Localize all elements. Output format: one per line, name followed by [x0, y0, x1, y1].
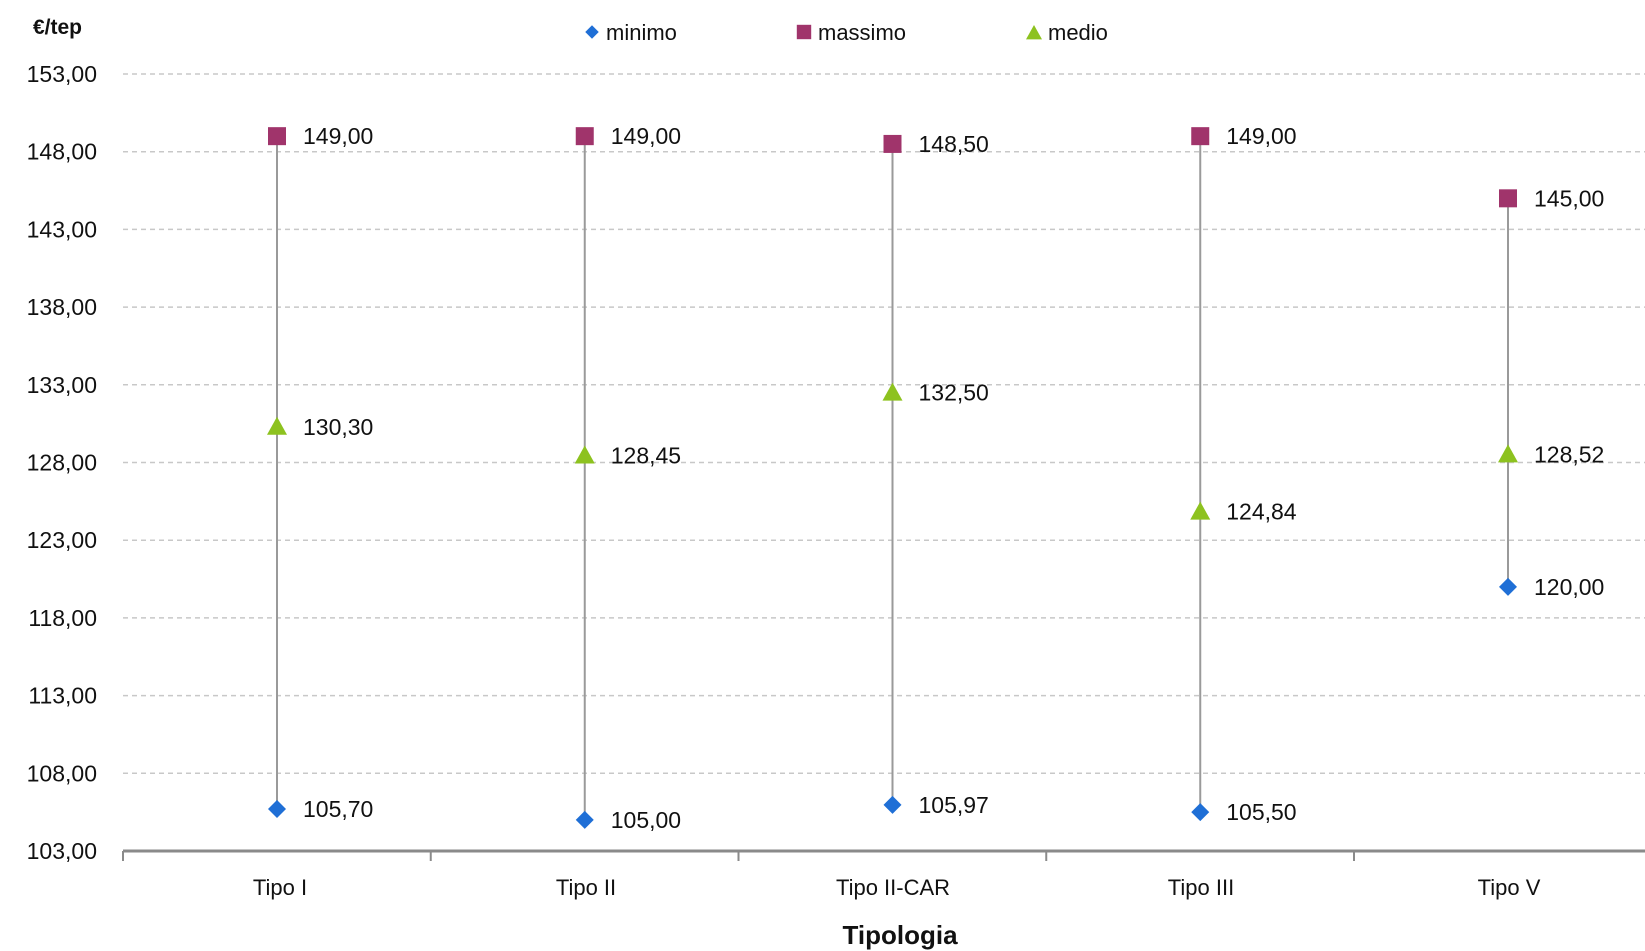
y-tick-label: 103,00	[27, 838, 97, 864]
y-tick-label: 113,00	[28, 683, 97, 709]
massimo-point	[268, 127, 286, 146]
y-tick-label: 123,00	[27, 527, 97, 553]
medio-point	[574, 445, 595, 464]
minimo-data-label: 105,50	[1226, 799, 1296, 825]
legend-label-massimo: massimo	[818, 20, 906, 45]
medio-point	[267, 416, 287, 435]
minimo-point	[268, 800, 286, 819]
minimo-data-label: 105,00	[611, 807, 681, 833]
legend-marker-medio	[1026, 25, 1042, 40]
minimo-point	[883, 795, 902, 814]
legend-label-medio: medio	[1048, 20, 1108, 45]
minimo-data-label: 120,00	[1534, 574, 1604, 600]
medio-data-label: 132,50	[919, 380, 989, 406]
x-category-label: Tipo II	[556, 875, 616, 900]
y-tick-label: 118,00	[28, 605, 97, 631]
y-tick-label: 133,00	[27, 372, 97, 398]
minimo-data-label: 105,97	[919, 792, 989, 818]
minimo-data-label: 105,70	[303, 796, 373, 822]
medio-data-label: 128,52	[1534, 441, 1604, 467]
medio-point	[882, 382, 903, 401]
y-tick-label: 138,00	[27, 294, 97, 320]
data-labels: 105,70 105,00 105,97 105,50 120,00 149,00 149,…	[303, 123, 1604, 833]
massimo-data-label: 149,00	[611, 123, 681, 149]
y-axis-label: €/tep	[33, 16, 82, 39]
medio-point	[1190, 501, 1211, 520]
x-category-label: Tipo II-CAR	[836, 875, 950, 900]
massimo-point	[575, 127, 594, 146]
massimo-data-label: 149,00	[1226, 123, 1296, 149]
legend-marker-minimo	[585, 25, 599, 39]
y-tick-label: 143,00	[27, 216, 97, 242]
data-points	[267, 127, 1518, 829]
massimo-data-label: 148,50	[919, 131, 989, 157]
medio-data-label: 124,84	[1226, 499, 1297, 525]
y-tick-label: 148,00	[27, 139, 97, 165]
massimo-data-label: 149,00	[303, 123, 373, 149]
legend-marker-massimo	[796, 24, 812, 40]
x-axis: Tipo I Tipo II Tipo II-CAR Tipo III Tipo V	[122, 849, 1645, 900]
medio-data-label: 130,30	[303, 414, 373, 440]
legend: minimo massimo medio	[585, 20, 1108, 45]
massimo-point	[883, 134, 902, 153]
legend-label-minimo: minimo	[606, 20, 677, 45]
gridlines	[123, 73, 1645, 775]
medio-data-label: 128,45	[611, 443, 681, 469]
y-tick-label: 153,00	[27, 61, 97, 87]
minimo-point	[1191, 803, 1210, 822]
x-category-label: Tipo I	[253, 875, 307, 900]
minimo-point	[1499, 577, 1517, 596]
minimo-point	[575, 810, 594, 829]
y-tick-label: 108,00	[27, 760, 97, 786]
y-axis-ticks: 103,00 108,00 113,00 118,00 123,00 128,00 133,…	[27, 61, 97, 864]
massimo-data-label: 145,00	[1534, 185, 1604, 211]
medio-point	[1498, 444, 1518, 463]
x-category-label: Tipo III	[1168, 875, 1234, 900]
massimo-point	[1191, 127, 1210, 146]
x-category-label: Tipo V	[1478, 875, 1541, 900]
y-tick-label: 128,00	[27, 450, 97, 476]
massimo-point	[1499, 189, 1517, 208]
x-axis-label: Tipologia	[842, 920, 958, 950]
range-lines	[276, 136, 1509, 820]
